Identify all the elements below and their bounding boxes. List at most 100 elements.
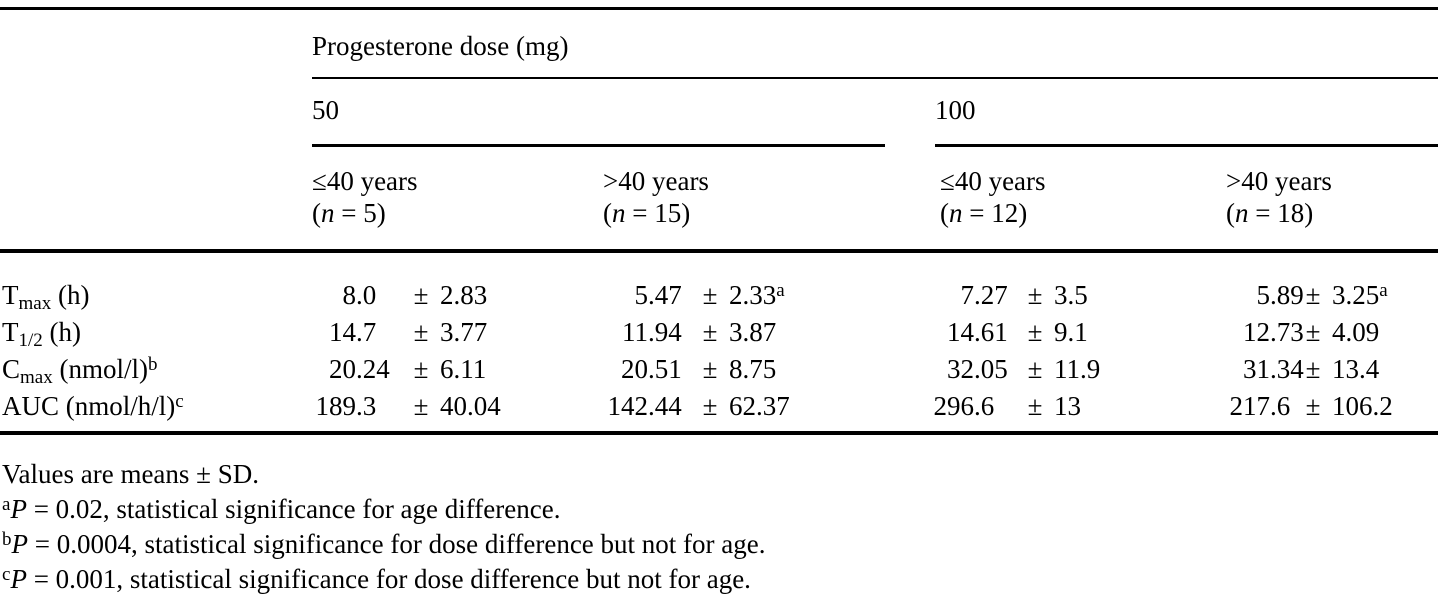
- label-base: AUC: [2, 391, 60, 421]
- value-cell: 32.05 ±11.9: [930, 351, 1226, 388]
- mean-frac: .73: [1270, 317, 1304, 347]
- plus-minus-sign: ±: [702, 280, 718, 310]
- footnote-p-var: P: [11, 529, 29, 559]
- sd-value: 2.83: [434, 277, 487, 314]
- plus-minus-sign: ±: [1305, 280, 1321, 310]
- sd-number: 11.9: [1054, 354, 1101, 384]
- sd-sup: a: [1379, 280, 1388, 302]
- label-unit: (h): [51, 280, 90, 310]
- age-empty-cell: [0, 147, 312, 249]
- footnote-marker: c: [2, 564, 11, 586]
- paren: (: [312, 198, 321, 228]
- label-sup: b: [147, 354, 158, 376]
- sd-sup: a: [776, 280, 785, 302]
- footnote-values: Values are means ± SD.: [2, 457, 1438, 492]
- sd-number: 62.37: [729, 391, 790, 421]
- table-row-tmax: Tmax (h) 8.0 ±2.83 5.47 ±2.33a 7.27 ±3.5 5.…: [0, 277, 1438, 314]
- dose-header-row: 50 100: [0, 79, 1438, 147]
- paren: (: [1226, 198, 1235, 228]
- age-header-50-gt40: >40 years (n = 15): [603, 147, 930, 249]
- sd-number: 2.33: [729, 280, 777, 310]
- plus-minus-sign: ±: [413, 354, 429, 384]
- mean-int: 5: [634, 280, 649, 310]
- n-value: = 12): [962, 198, 1028, 228]
- age-header-50-le40: ≤40 years (n = 5): [312, 147, 603, 249]
- sd-value: 3.25a: [1326, 277, 1388, 314]
- sd-value: 2.33a: [723, 277, 785, 314]
- table-header: Progesterone dose (mg): [0, 10, 1438, 79]
- mean-frac: .05: [974, 354, 1008, 384]
- sd-value: 40.04: [434, 388, 501, 425]
- mean-frac: .0: [356, 280, 377, 310]
- plus-minus-sign: ±: [1305, 354, 1321, 384]
- mean-int: 189: [315, 391, 357, 421]
- sd-value: 6.11: [434, 351, 486, 388]
- age-header-100-le40: ≤40 years (n = 12): [930, 147, 1226, 249]
- mean-frac: .47: [648, 280, 682, 310]
- plus-minus-sign: ±: [1305, 391, 1321, 421]
- sd-number: 3.77: [440, 317, 488, 347]
- sd-value: 106.2: [1326, 388, 1393, 425]
- mean-frac: .61: [974, 317, 1008, 347]
- footnote-marker: b: [2, 529, 12, 551]
- row-label: AUC (nmol/h/l)c: [0, 388, 312, 425]
- sd-number: 106.2: [1332, 391, 1393, 421]
- sd-value: 9.1: [1048, 314, 1088, 351]
- plus-minus-sign: ±: [702, 391, 718, 421]
- sd-number: 3.5: [1054, 280, 1088, 310]
- age-header-row: ≤40 years (n = 5) >40 years (n = 15) ≤40…: [0, 147, 1438, 249]
- sd-value: 8.75: [723, 351, 776, 388]
- sd-value: 3.87: [723, 314, 776, 351]
- plus-minus-sign: ±: [1027, 354, 1043, 384]
- label-sup: c: [175, 391, 184, 413]
- n-label: (n = 18): [1226, 196, 1438, 230]
- sd-number: 40.04: [440, 391, 501, 421]
- sd-number: 2.83: [440, 280, 488, 310]
- n-value: = 15): [625, 198, 691, 228]
- value-cell: 12.73 ±4.09: [1226, 314, 1438, 351]
- footnote-p-var: P: [10, 564, 27, 594]
- table-row-cmax: Cmax (nmol/l)b 20.24 ±6.11 20.51 ±8.75 32.…: [0, 351, 1438, 388]
- table-body: Tmax (h) 8.0 ±2.83 5.47 ±2.33a 7.27 ±3.5 5.…: [0, 253, 1438, 431]
- footnote-text: = 0.001, statistical significance for do…: [26, 564, 751, 594]
- sd-value: 13.4: [1326, 351, 1379, 388]
- table-title: Progesterone dose (mg): [312, 31, 569, 61]
- value-cell: 142.44 ±62.37: [603, 388, 930, 425]
- footnote-text: = 0.02, statistical significance for age…: [26, 494, 561, 524]
- age-label: >40 years: [603, 166, 709, 196]
- paren: (: [940, 198, 949, 228]
- value-cell: 189.3 ±40.04: [312, 388, 603, 425]
- plus-minus-sign: ±: [702, 354, 718, 384]
- footnotes: Values are means ± SD. aP = 0.02, statis…: [0, 435, 1438, 597]
- plus-minus-sign: ±: [413, 391, 429, 421]
- dose-100-label: 100: [935, 95, 976, 125]
- sd-number: 4.09: [1332, 317, 1380, 347]
- dose-50-rule: [312, 144, 885, 147]
- plus-minus-sign: ±: [1027, 391, 1043, 421]
- top-rule: [0, 7, 1438, 10]
- header-body-rule: [0, 249, 1438, 253]
- sd-value: 3.77: [434, 314, 487, 351]
- footnote-text: = 0.0004, statistical significance for d…: [28, 529, 766, 559]
- mean-int: 11: [622, 317, 648, 347]
- dose-header-50: 50: [312, 79, 930, 147]
- footnote-c: cP = 0.001, statistical significance for…: [2, 562, 1438, 597]
- n-var: n: [1235, 198, 1249, 228]
- age-header-100-gt40: >40 years (n = 18): [1226, 147, 1438, 249]
- footnote-text: Values are means ± SD.: [2, 459, 260, 489]
- mean-int: 217: [1229, 391, 1271, 421]
- paren: (: [603, 198, 612, 228]
- dose-empty-cell: [0, 79, 312, 147]
- sd-value: 11.9: [1048, 351, 1100, 388]
- footnote-a: aP = 0.02, statistical significance for …: [2, 492, 1438, 527]
- sd-number: 9.1: [1054, 317, 1088, 347]
- plus-minus-sign: ±: [1305, 317, 1321, 347]
- mean-int: 12: [1243, 317, 1270, 347]
- n-value: = 18): [1248, 198, 1314, 228]
- mean-int: 20: [621, 354, 648, 384]
- n-var: n: [949, 198, 963, 228]
- age-label: ≤40 years: [312, 166, 418, 196]
- header-empty-cell: [0, 10, 312, 79]
- sd-value: 62.37: [723, 388, 790, 425]
- mean-frac: .3: [356, 391, 377, 421]
